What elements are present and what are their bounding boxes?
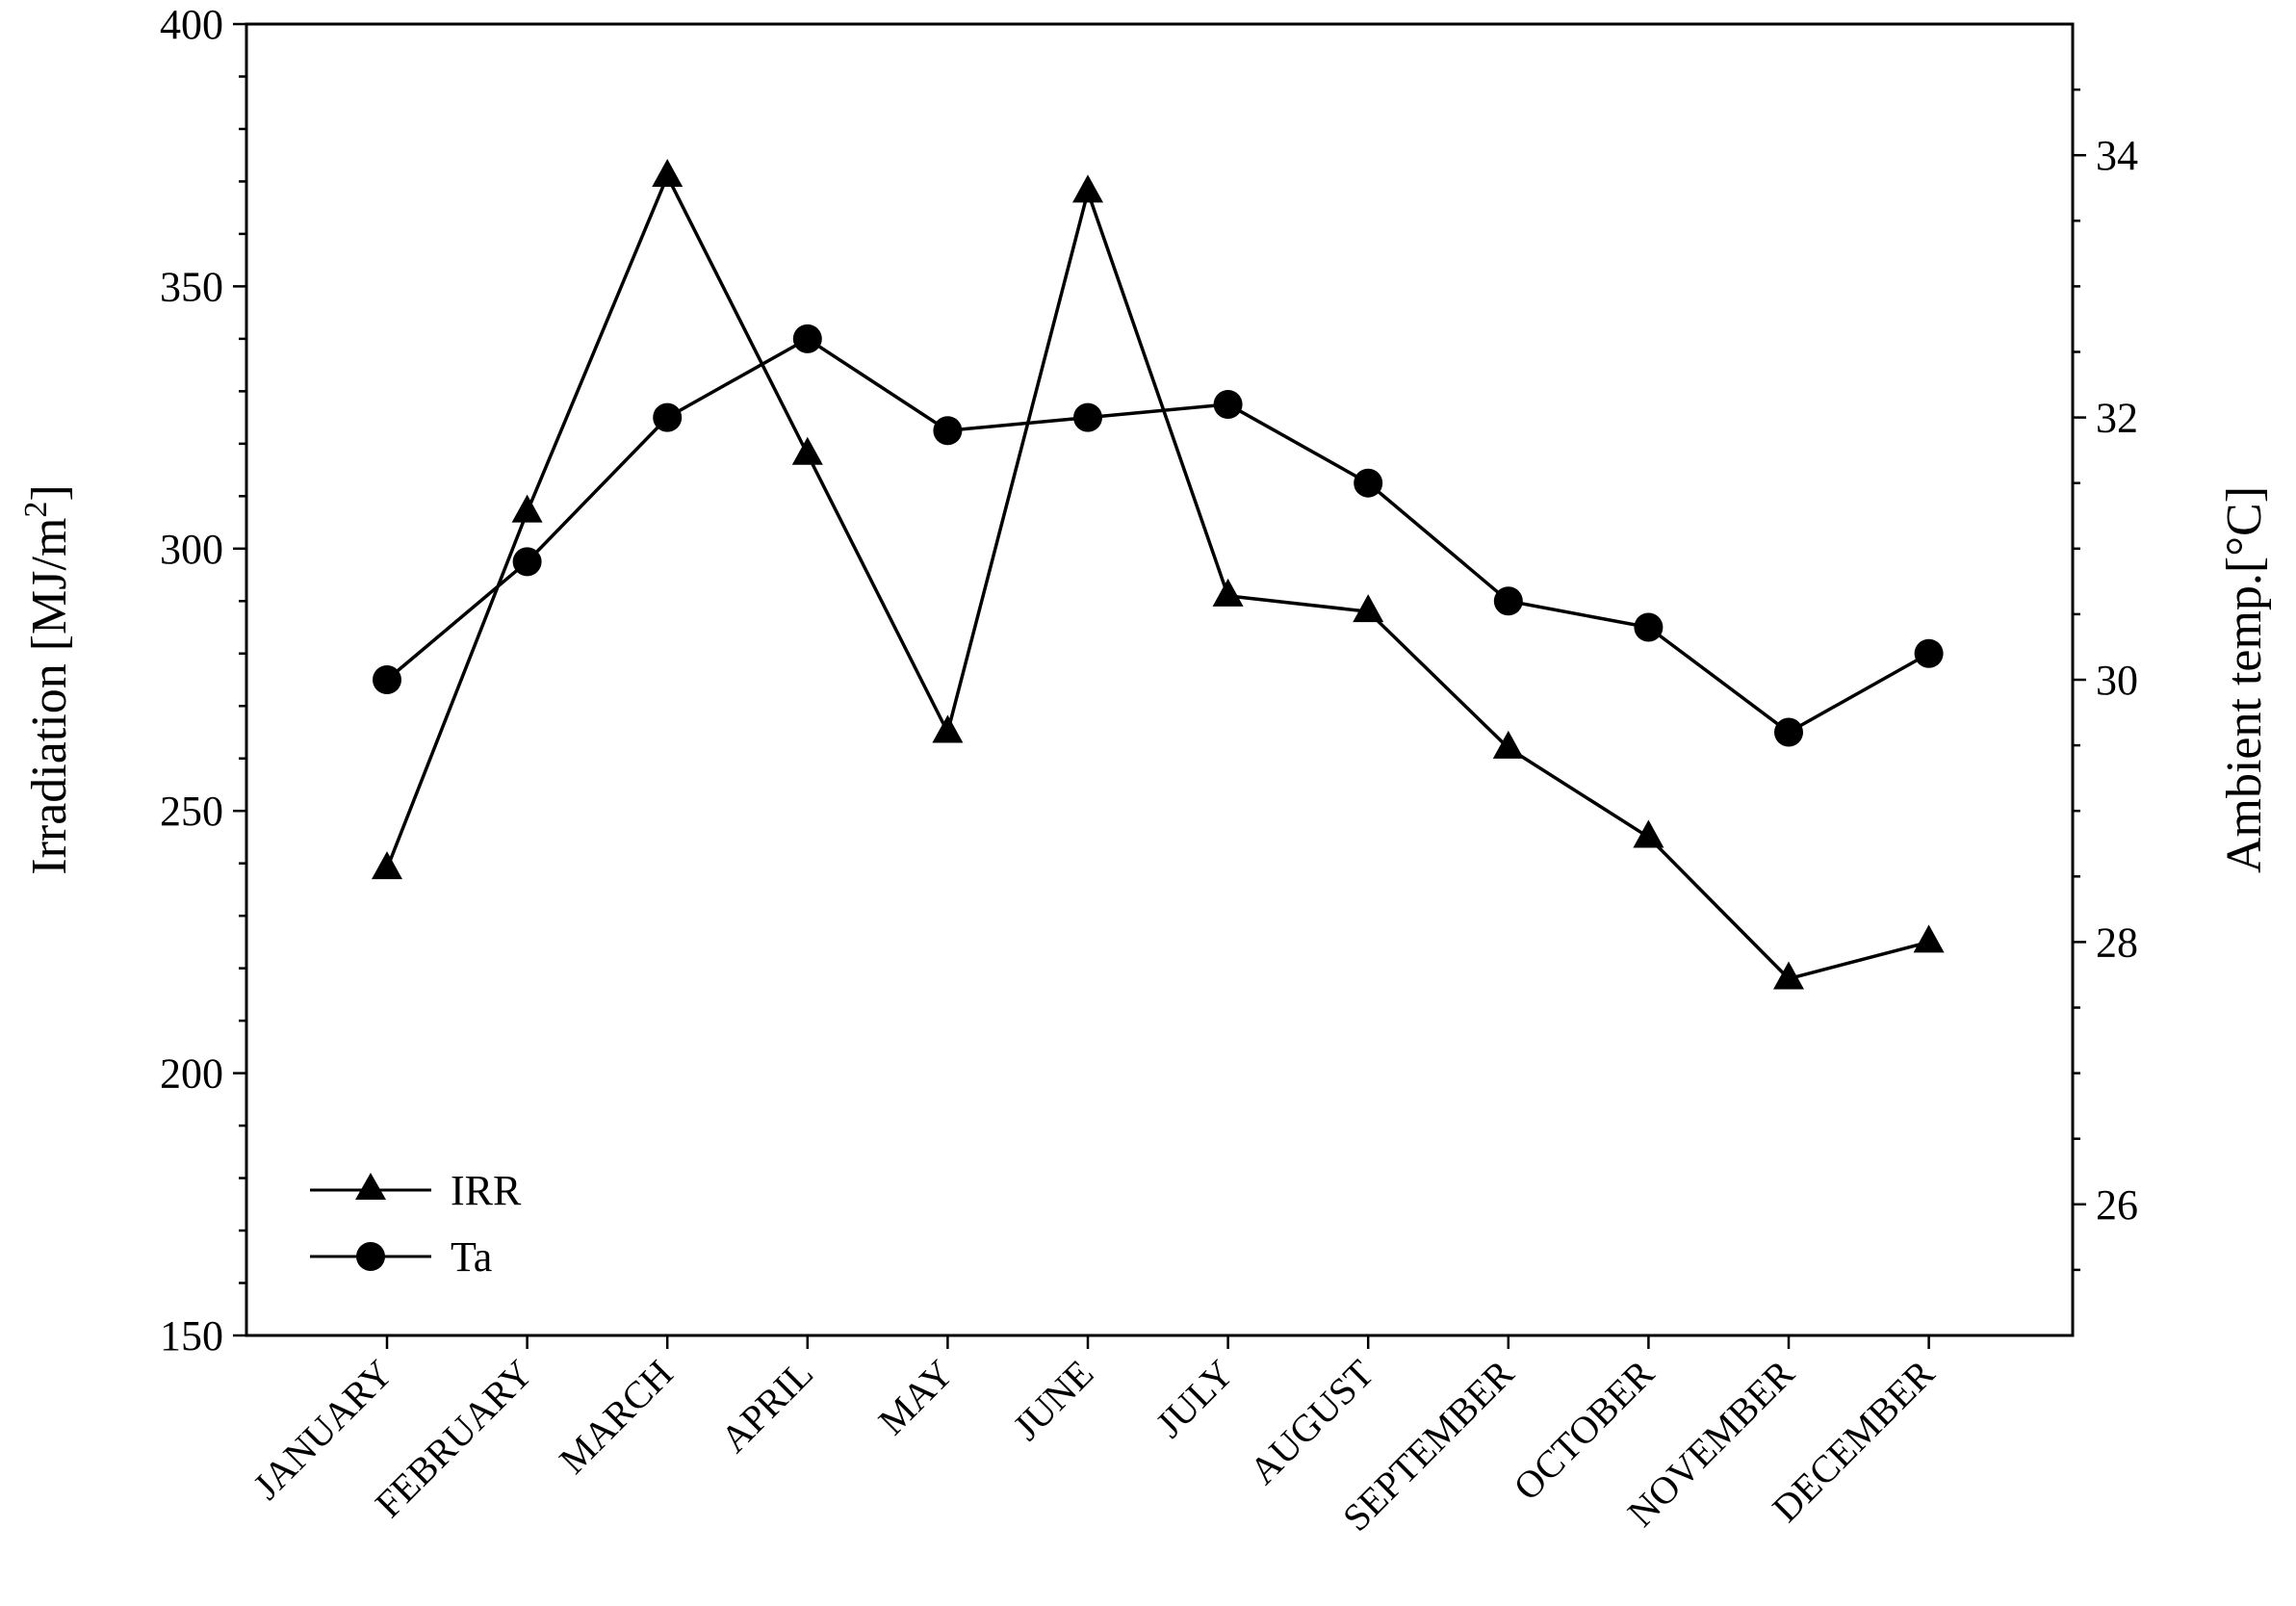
left-axis-tick-label: 150 <box>160 1312 223 1360</box>
left-axis-tick-label: 200 <box>160 1050 223 1098</box>
left-axis-title: Irradiation [MJ/m2] <box>18 484 77 874</box>
data-point-ta <box>792 324 822 353</box>
right-axis-tick-label: 34 <box>2096 132 2138 179</box>
data-point-irr <box>1633 819 1664 848</box>
data-point-irr <box>511 494 543 523</box>
left-axis-title-sup: 2 <box>18 502 54 518</box>
data-point-ta <box>1073 402 1102 432</box>
data-point-ta <box>373 665 401 694</box>
data-point-ta <box>1634 612 1664 642</box>
right-axis-tick-label: 26 <box>2096 1181 2138 1229</box>
data-point-irr <box>1353 594 1384 623</box>
left-axis-tick-label: 400 <box>160 1 223 48</box>
left-axis-tick-label: 300 <box>160 526 223 573</box>
data-point-ta <box>933 416 963 446</box>
legend-ta-label: Ta <box>451 1233 492 1281</box>
legend-irr-marker <box>355 1173 386 1200</box>
left-axis-tick-label: 350 <box>160 263 223 310</box>
data-point-ta <box>1213 389 1243 419</box>
data-point-irr <box>1913 924 1945 953</box>
right-axis-title: Ambient temp.[°C] <box>2217 486 2272 873</box>
legend-irr-label: IRR <box>451 1167 522 1214</box>
left-y-axis: 150 200 250 300 350 400 <box>160 1 246 1360</box>
data-point-irr <box>1773 961 1804 990</box>
x-axis-tick-label: MARCH <box>551 1352 682 1483</box>
left-axis-title-end: ] <box>22 484 77 501</box>
data-point-irr <box>1212 578 1244 607</box>
x-axis-tick-label: JUNE <box>1004 1352 1101 1449</box>
series-line-ta <box>385 336 1930 735</box>
legend: IRR Ta <box>310 1167 522 1281</box>
data-point-ta <box>653 402 683 432</box>
data-point-ta <box>1493 586 1523 616</box>
left-axis-title-main: Irradiation [MJ/m <box>22 518 77 875</box>
data-point-ta <box>1774 717 1803 747</box>
data-point-irr <box>791 436 823 465</box>
data-point-ta <box>512 547 542 577</box>
left-axis-tick-label: 250 <box>160 788 223 835</box>
data-point-irr <box>372 851 402 880</box>
series-line-irr <box>385 171 1930 981</box>
x-axis-tick-label: APRIL <box>712 1352 822 1462</box>
right-axis-tick-label: 32 <box>2096 395 2138 442</box>
x-axis-tick-label: JULY <box>1148 1352 1242 1446</box>
right-y-axis: 26 28 30 32 34 <box>2073 88 2138 1272</box>
legend-ta-marker <box>356 1242 385 1271</box>
series-layer <box>372 158 1945 990</box>
data-point-irr <box>932 714 964 743</box>
plot-frame <box>245 22 2075 1337</box>
data-point-ta <box>1354 468 1383 498</box>
x-axis-tick-label: MAY <box>870 1352 962 1443</box>
data-point-irr <box>1072 174 1103 203</box>
data-point-ta <box>1914 638 1944 668</box>
right-axis-tick-label: 30 <box>2096 657 2138 704</box>
data-point-irr <box>652 158 684 187</box>
x-axis-tick-label: AUGUST <box>1241 1352 1382 1493</box>
right-axis-tick-label: 28 <box>2096 919 2138 966</box>
data-point-irr <box>1492 730 1524 759</box>
